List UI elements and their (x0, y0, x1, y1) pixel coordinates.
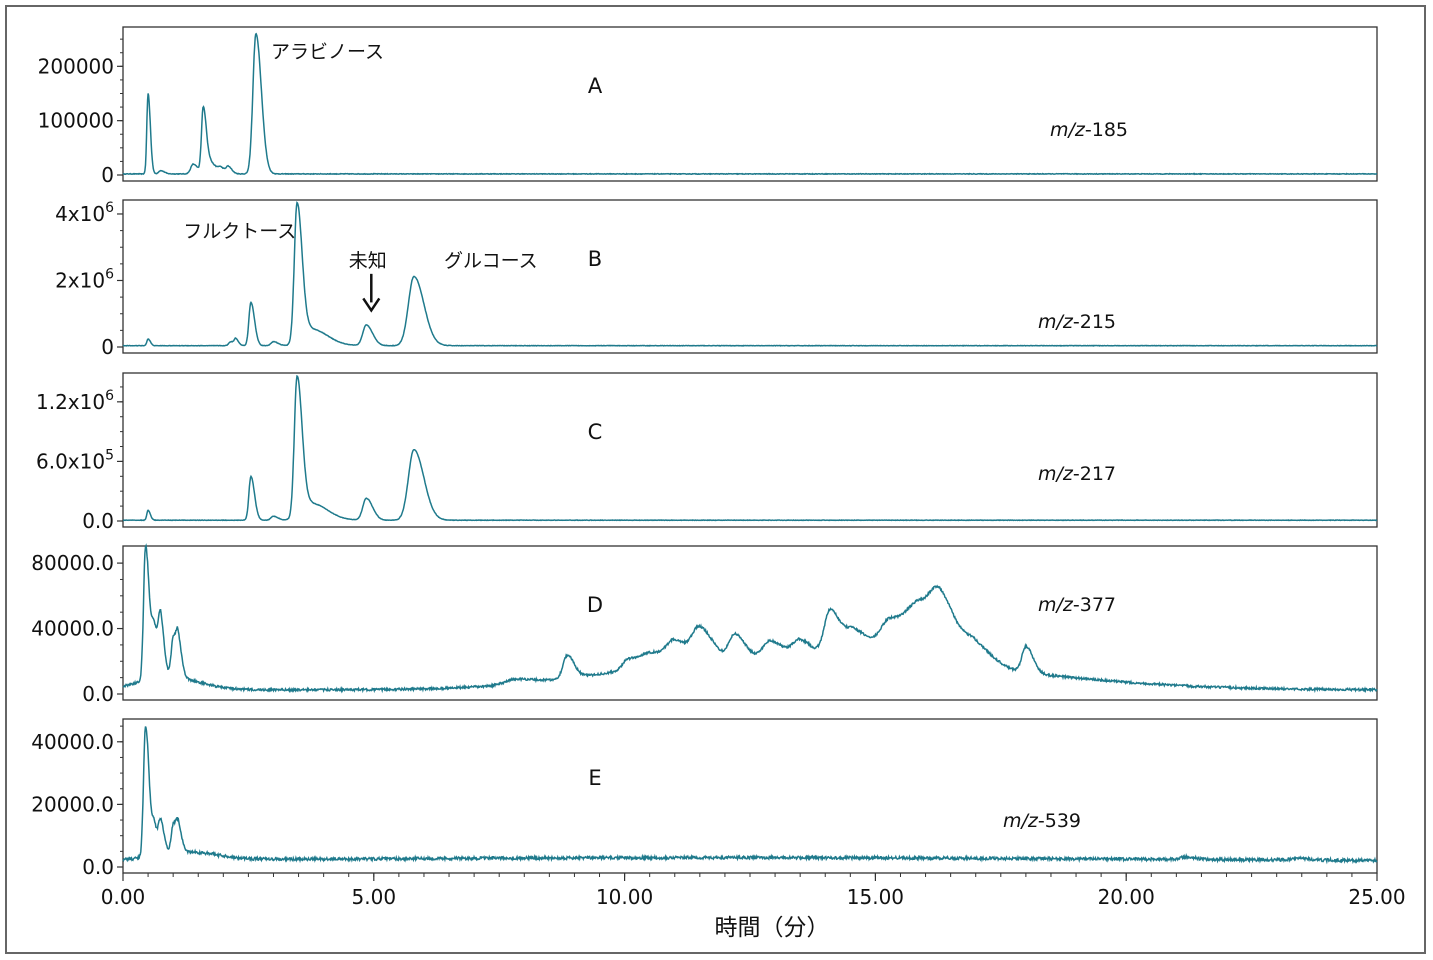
y-tick-label: 1.2x106 (36, 388, 114, 414)
mz-label: m/z-185 (1050, 119, 1128, 141)
y-tick-label: 80000.0 (31, 551, 114, 575)
panel-box (122, 199, 1378, 354)
trace-line-e (122, 726, 1378, 865)
y-tick-label: 100000 (38, 109, 114, 133)
x-tick-label: 0.00 (101, 885, 146, 909)
y-tick-label: 20000.0 (31, 792, 114, 816)
panel-letter: E (588, 766, 601, 790)
y-tick-label: 0.0 (82, 682, 114, 706)
y-tick-label: 0.0 (82, 509, 114, 533)
trace-line-d (122, 543, 1378, 694)
panel-a: 0 100000 200000 Am/z-185 アラビノース (38, 26, 1378, 187)
panel-box (122, 372, 1378, 528)
peak-annotation: グルコース (444, 250, 538, 272)
x-tick-label: 25.00 (1348, 885, 1405, 909)
panel-d: 0.0 40000.0 80000.0 D m/z-377 (31, 543, 1378, 706)
y-tick-label: 40000.0 (31, 617, 114, 641)
panel-e: 0.0 20000.0 40000.0 Em/z-539 (31, 718, 1378, 879)
trace-line-b (122, 201, 1378, 347)
figure-frame (5, 5, 1426, 954)
x-tick-label: 5.00 (352, 885, 397, 909)
x-tick-label: 15.00 (847, 885, 904, 909)
y-tick-label: 0 (101, 335, 114, 359)
y-tick-label: 2x106 (55, 266, 114, 292)
x-axis: 0.00 5.00 10.00 15.00 20.00 25.00 時間（分） (101, 873, 1406, 941)
mz-label: m/z-377 (1038, 594, 1116, 616)
x-tick-label: 10.00 (596, 885, 653, 909)
panel-box (122, 545, 1378, 701)
mz-label: m/z-217 (1038, 463, 1116, 485)
peak-annotation: フルクトース (183, 220, 296, 242)
mz-label: m/z-539 (1003, 810, 1081, 832)
panel-c: 0.0 6.0x105 1.2x106 Cm/z-217 (36, 372, 1378, 533)
y-tick-label: 4x106 (55, 200, 114, 226)
y-tick-label: 6.0x105 (36, 447, 114, 473)
panel-letter: C (588, 420, 603, 444)
panel-box (122, 26, 1378, 182)
y-tick-label: 0 (101, 163, 114, 187)
panel-letter: A (588, 74, 603, 98)
x-tick-label: 20.00 (1098, 885, 1155, 909)
mz-label: m/z-215 (1038, 311, 1116, 333)
x-axis-title: 時間（分） (715, 915, 830, 941)
peak-annotation: 未知 (349, 250, 387, 272)
y-tick-label: 40000.0 (31, 730, 114, 754)
panel-letter: B (588, 247, 602, 271)
trace-line-a (122, 32, 1377, 176)
panel-box (122, 718, 1378, 874)
peak-annotation: アラビノース (271, 41, 384, 63)
arrow-head-icon (362, 297, 381, 313)
y-tick-label: 0.0 (82, 855, 114, 879)
y-tick-label: 200000 (38, 54, 114, 78)
panel-letter: D (587, 593, 603, 617)
trace-line-c (122, 374, 1377, 522)
